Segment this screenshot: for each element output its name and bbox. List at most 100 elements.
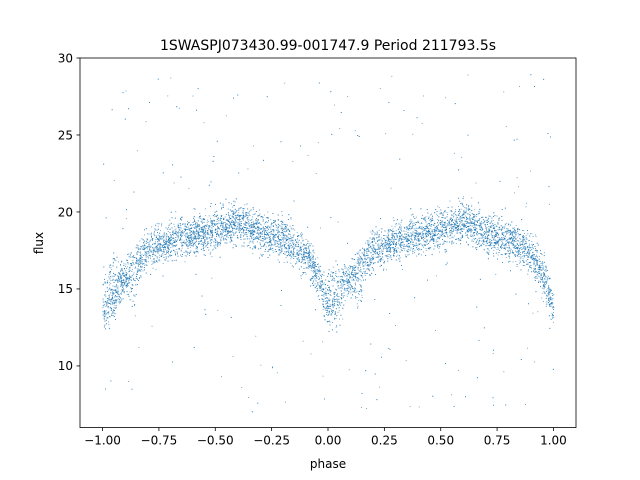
data-point	[367, 249, 369, 251]
data-point	[538, 261, 540, 262]
data-point	[513, 227, 515, 229]
data-point	[188, 222, 190, 223]
data-point	[323, 306, 325, 308]
data-point	[515, 261, 517, 262]
data-point	[298, 254, 299, 256]
data-point	[125, 270, 126, 272]
data-point	[113, 311, 115, 313]
data-point	[329, 289, 331, 291]
data-point	[181, 247, 183, 249]
data-point	[503, 228, 505, 230]
data-point	[235, 221, 237, 223]
data-point	[161, 238, 162, 240]
data-point	[209, 229, 211, 231]
data-point	[376, 234, 378, 236]
data-point	[397, 254, 399, 256]
data-point	[207, 232, 209, 234]
data-point	[210, 217, 211, 219]
data-point	[220, 217, 221, 219]
data-point	[217, 227, 219, 229]
data-point	[525, 234, 527, 236]
data-point	[170, 236, 171, 238]
data-point	[498, 243, 499, 245]
data-point	[155, 239, 157, 240]
data-point	[519, 86, 520, 87]
data-point	[290, 235, 292, 237]
data-point	[440, 230, 441, 232]
data-point	[347, 284, 349, 286]
data-point	[548, 303, 550, 305]
data-point	[418, 249, 420, 251]
data-point	[188, 237, 189, 239]
data-point	[286, 243, 288, 244]
data-point	[353, 276, 355, 277]
data-point	[178, 229, 180, 231]
data-point	[507, 228, 509, 230]
data-point	[466, 230, 468, 232]
data-point	[249, 238, 250, 240]
data-point	[121, 300, 123, 302]
data-point	[524, 233, 525, 234]
data-point	[395, 243, 397, 245]
data-point	[531, 249, 533, 250]
data-point	[202, 231, 203, 233]
data-point	[219, 242, 220, 243]
data-point	[510, 248, 512, 250]
data-point	[514, 192, 515, 194]
data-point	[455, 228, 457, 230]
data-point	[394, 226, 396, 228]
data-point	[488, 242, 490, 244]
data-point	[370, 247, 372, 249]
data-point	[173, 238, 174, 239]
data-point	[273, 228, 274, 230]
data-point	[340, 302, 342, 304]
data-point	[232, 356, 234, 357]
data-point	[338, 285, 340, 286]
data-point	[390, 239, 392, 241]
data-point	[337, 311, 339, 313]
data-point	[377, 244, 379, 245]
data-point	[496, 232, 498, 234]
data-point	[318, 276, 319, 277]
data-point	[493, 253, 494, 254]
data-point	[347, 293, 349, 295]
data-point	[255, 228, 257, 230]
data-point	[400, 229, 402, 231]
data-point	[478, 233, 479, 235]
data-point	[484, 234, 485, 236]
data-point	[545, 269, 547, 271]
data-point	[288, 253, 290, 255]
data-point	[248, 225, 250, 227]
data-point	[326, 298, 328, 299]
data-point	[211, 277, 213, 279]
data-point	[283, 238, 285, 240]
data-point	[472, 217, 474, 219]
data-point	[183, 228, 185, 230]
data-point	[350, 272, 352, 274]
data-point	[287, 251, 289, 253]
data-point	[400, 226, 402, 228]
data-point	[476, 233, 478, 235]
data-point	[305, 273, 307, 275]
data-point	[338, 282, 340, 284]
data-point	[281, 247, 283, 249]
data-point	[177, 231, 179, 233]
data-point	[252, 234, 253, 236]
data-point	[200, 240, 202, 242]
data-point	[128, 253, 130, 255]
data-point	[548, 290, 549, 292]
data-point	[520, 238, 521, 240]
data-point	[512, 242, 514, 244]
data-point	[245, 225, 247, 226]
data-point	[342, 318, 344, 320]
data-point	[114, 289, 116, 291]
data-point	[371, 255, 372, 257]
data-point	[179, 226, 181, 228]
data-point	[105, 310, 107, 312]
data-point	[452, 227, 453, 229]
data-point	[192, 238, 194, 240]
data-point	[488, 230, 490, 232]
data-point	[553, 317, 555, 318]
data-point	[139, 259, 140, 261]
data-point	[361, 407, 362, 408]
